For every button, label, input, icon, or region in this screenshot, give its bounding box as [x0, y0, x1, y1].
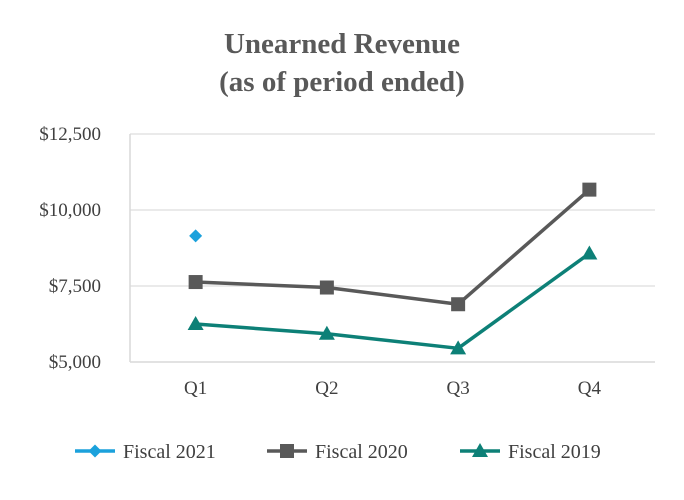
x-tick-label-q4: Q4	[578, 378, 602, 399]
series-line-fiscal-2020	[193, 187, 592, 306]
data-point-fiscal-2020-q4	[582, 182, 597, 197]
data-point-fiscal-2020-q3	[451, 297, 466, 312]
legend: Fiscal 2021 Fiscal 2020 Fiscal 2019	[75, 441, 601, 463]
legend-marker-fiscal-2019	[472, 443, 488, 457]
data-point-fiscal-2019-q3	[450, 340, 467, 355]
legend-label-fiscal-2021: Fiscal 2021	[123, 441, 216, 463]
legend-item-fiscal-2019: Fiscal 2019	[460, 441, 601, 463]
data-point-fiscal-2020-q2	[319, 280, 334, 295]
y-tick-label-12500: $12,500	[39, 124, 101, 145]
data-point-fiscal-2019-q1	[187, 316, 204, 330]
data-point-fiscal-2021-q1	[189, 229, 203, 243]
y-axis-ticks: $5,000 $7,500 $10,000 $12,500	[39, 124, 101, 373]
x-tick-label-q3: Q3	[447, 378, 470, 399]
data-point-fiscal-2019-q4	[581, 245, 598, 260]
legend-label-fiscal-2020: Fiscal 2020	[315, 441, 408, 463]
series-fiscal-2020	[188, 182, 597, 312]
x-tick-label-q1: Q1	[184, 378, 207, 399]
series-group	[187, 182, 598, 355]
data-point-fiscal-2019-q2	[318, 325, 335, 340]
chart-title-line-2: (as of period ended)	[219, 66, 465, 98]
x-axis-ticks: Q1 Q2 Q3 Q4	[184, 378, 601, 399]
legend-item-fiscal-2020: Fiscal 2020	[267, 441, 408, 463]
legend-label-fiscal-2019: Fiscal 2019	[508, 441, 601, 463]
chart-title-line-1: Unearned Revenue	[224, 28, 460, 60]
data-point-fiscal-2020-q1	[188, 275, 203, 290]
legend-item-fiscal-2021: Fiscal 2021	[75, 441, 216, 463]
series-line-fiscal-2019	[193, 251, 592, 351]
series-fiscal-2019	[187, 245, 598, 355]
y-tick-label-7500: $7,500	[49, 276, 101, 297]
legend-marker-fiscal-2020	[280, 444, 294, 458]
y-tick-label-10000: $10,000	[39, 200, 101, 221]
series-fiscal-2021	[189, 229, 203, 243]
legend-marker-fiscal-2021	[88, 444, 102, 458]
x-tick-label-q2: Q2	[315, 378, 338, 399]
y-tick-label-5000: $5,000	[49, 352, 101, 373]
